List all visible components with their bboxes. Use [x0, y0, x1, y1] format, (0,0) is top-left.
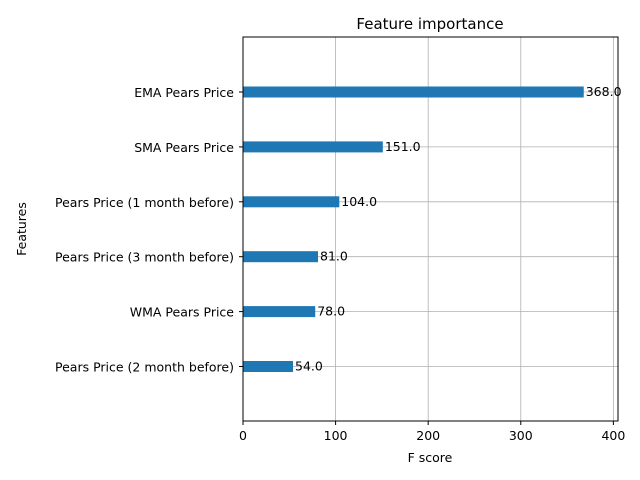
value-label-5: 54.0: [295, 359, 323, 374]
x-tick-label-4: 400: [601, 428, 625, 443]
bar-3: [243, 251, 318, 263]
y-tick-label-2: Pears Price (1 month before): [55, 195, 234, 210]
bars: [243, 86, 584, 372]
value-label-2: 104.0: [341, 194, 377, 209]
x-tick-label-0: 0: [239, 428, 247, 443]
value-label-0: 368.0: [586, 84, 622, 99]
x-tick-labels: 0 100 200 300 400: [239, 421, 625, 443]
x-tick-label-2: 200: [416, 428, 440, 443]
y-tick-label-3: Pears Price (3 month before): [55, 250, 234, 265]
y-tick-label-0: EMA Pears Price: [134, 85, 234, 100]
bar-0: [243, 86, 584, 98]
y-tick-label-5: Pears Price (2 month before): [55, 360, 234, 375]
y-axis-label: Features: [14, 202, 29, 256]
y-tick-label-1: SMA Pears Price: [134, 140, 234, 155]
x-tick-label-1: 100: [324, 428, 348, 443]
bar-1: [243, 141, 383, 153]
bar-2: [243, 196, 340, 208]
y-tick-label-4: WMA Pears Price: [130, 305, 235, 320]
x-tick-label-3: 300: [509, 428, 533, 443]
value-label-1: 151.0: [385, 139, 421, 154]
bar-4: [243, 306, 316, 318]
plot-frame: [242, 36, 619, 422]
bar-5: [243, 361, 293, 372]
value-labels: 368.0 151.0 104.0 81.0 78.0 54.0: [295, 84, 622, 374]
chart-title: Feature importance: [356, 15, 503, 33]
x-axis-label: F score: [408, 450, 453, 465]
y-tick-labels: EMA Pears Price SMA Pears Price Pears Pric…: [55, 85, 243, 375]
value-label-4: 78.0: [317, 304, 345, 319]
value-label-3: 81.0: [320, 249, 348, 264]
